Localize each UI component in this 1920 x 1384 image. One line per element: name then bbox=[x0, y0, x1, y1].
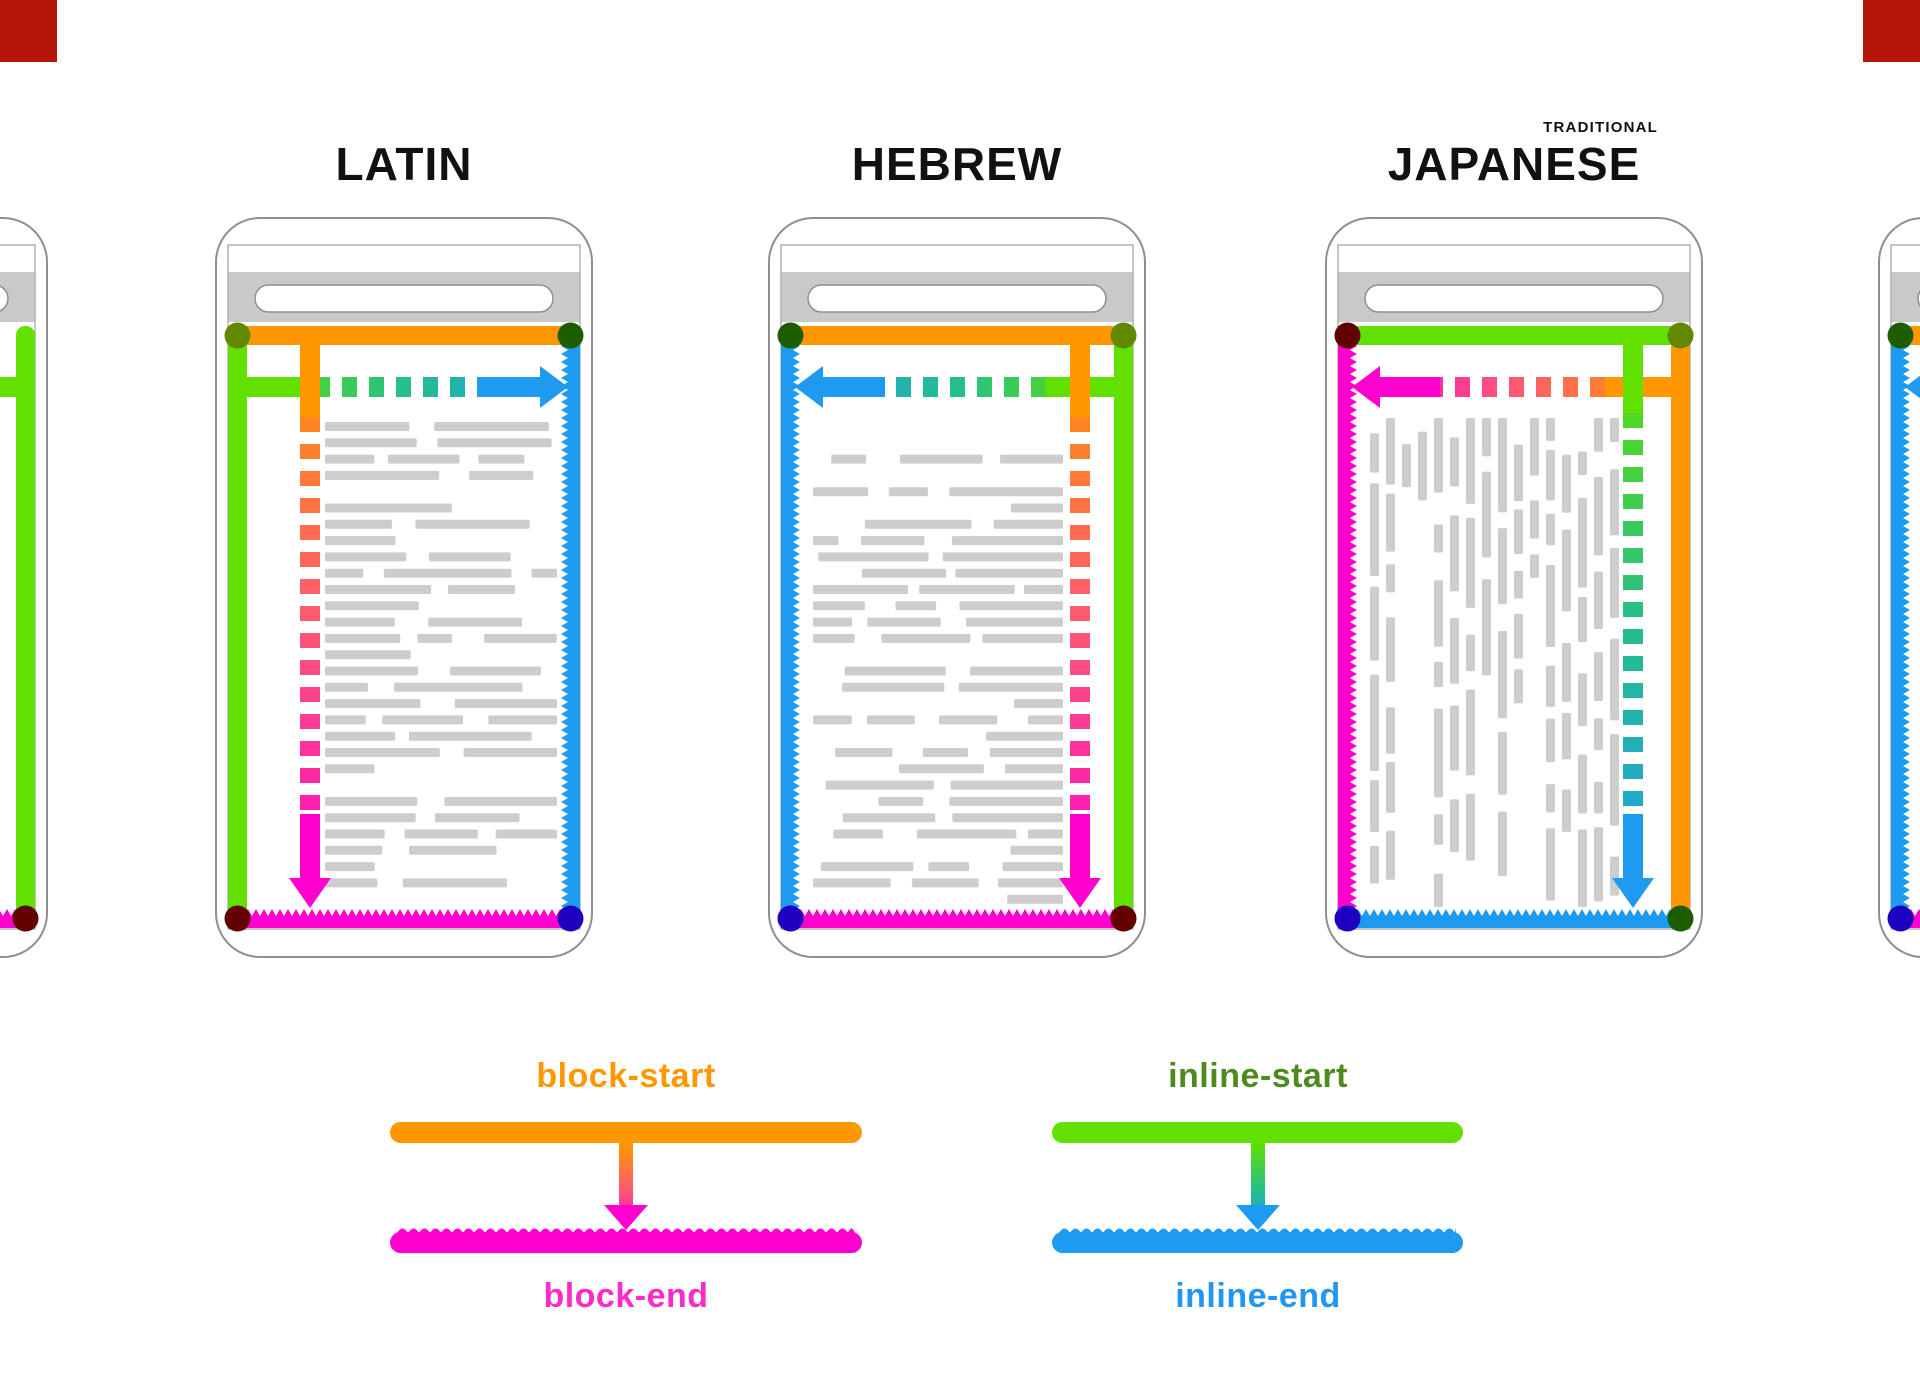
legend-block-start-label: block-start bbox=[536, 1057, 716, 1095]
block-start-bar bbox=[228, 326, 580, 345]
phone-hebrew bbox=[768, 217, 1146, 958]
inline-end-bar bbox=[781, 326, 800, 928]
placeholder-text bbox=[325, 422, 557, 888]
inline-end-bar bbox=[1338, 909, 1690, 928]
address-bar bbox=[807, 284, 1107, 313]
inline-end-bar bbox=[561, 326, 580, 928]
title-japanese-tag: TRADITIONAL bbox=[1543, 119, 1658, 136]
corner-dot bbox=[1887, 322, 1914, 349]
block-end-bar bbox=[1338, 326, 1357, 928]
inline-start-bar bbox=[1338, 326, 1690, 345]
title-hebrew: HEBREW bbox=[851, 138, 1063, 190]
block-end-bar bbox=[228, 909, 580, 928]
corner-dot bbox=[224, 322, 251, 349]
inline-start-bar bbox=[16, 326, 35, 928]
corner-dot bbox=[1334, 322, 1361, 349]
block-direction-arrow bbox=[1352, 366, 1671, 408]
inline-start-bar bbox=[228, 326, 247, 928]
legend-inline-end-label: inline-end bbox=[1175, 1277, 1341, 1315]
address-bar bbox=[254, 284, 554, 313]
title-japanese: JAPANESE bbox=[1387, 138, 1641, 190]
corner-dot bbox=[777, 905, 804, 932]
inline-direction-arrow bbox=[1236, 1143, 1280, 1230]
inline-direction-arrow bbox=[1612, 345, 1654, 908]
legend-graphics bbox=[390, 1122, 1463, 1253]
corner-dot bbox=[557, 905, 584, 932]
corner-dot bbox=[1667, 322, 1694, 349]
corner-dot bbox=[557, 322, 584, 349]
block-direction-arrow bbox=[1059, 345, 1101, 908]
address-bar bbox=[1364, 284, 1664, 313]
corner-dot bbox=[1110, 322, 1137, 349]
corner-dot bbox=[777, 322, 804, 349]
inline-start-bar bbox=[1114, 326, 1133, 928]
address-bar bbox=[0, 285, 9, 312]
browser-header bbox=[1891, 272, 1920, 322]
phone-partial-left bbox=[0, 217, 48, 958]
corner-dot bbox=[224, 905, 251, 932]
block-end-bar bbox=[781, 909, 1133, 928]
inline-start-bar bbox=[1052, 1122, 1463, 1143]
phone-latin bbox=[215, 217, 593, 958]
red-corner-marker-left bbox=[0, 0, 57, 62]
title-latin: LATIN bbox=[335, 138, 473, 190]
red-corner-marker-right bbox=[1863, 0, 1920, 62]
block-start-bar bbox=[781, 326, 1133, 345]
block-start-bar bbox=[1671, 326, 1690, 928]
inline-arrow-start bbox=[0, 377, 16, 397]
legend-block-end-label: block-end bbox=[543, 1277, 709, 1315]
corner-dot bbox=[1334, 905, 1361, 932]
block-direction-arrow bbox=[289, 345, 331, 908]
corner-dot bbox=[1667, 905, 1694, 932]
block-start-bar bbox=[390, 1122, 862, 1143]
placeholder-text bbox=[1370, 418, 1619, 907]
inline-direction-arrow bbox=[1905, 375, 1920, 399]
phone-japanese bbox=[1325, 217, 1703, 958]
placeholder-text bbox=[813, 454, 1063, 904]
legend-inline-start-label: inline-start bbox=[1168, 1057, 1348, 1095]
phone-partial-right bbox=[1878, 217, 1920, 958]
corner-dot bbox=[12, 905, 39, 932]
block-direction-arrow bbox=[604, 1143, 648, 1230]
inline-direction-arrow bbox=[247, 366, 568, 408]
corner-dot bbox=[1887, 905, 1914, 932]
inline-end-bar bbox=[1891, 326, 1910, 928]
corner-dot bbox=[1110, 905, 1137, 932]
